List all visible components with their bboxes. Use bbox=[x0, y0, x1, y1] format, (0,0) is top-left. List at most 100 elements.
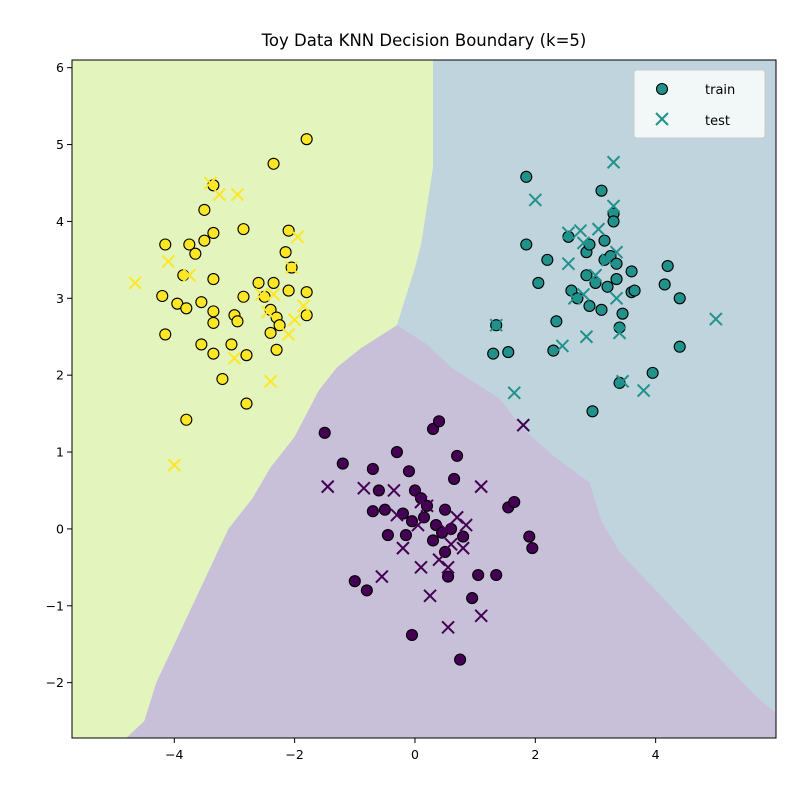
legend-test-marker bbox=[655, 112, 669, 126]
legend-train-marker bbox=[655, 82, 669, 96]
train-point bbox=[198, 234, 211, 247]
train-point bbox=[183, 238, 196, 251]
train-point bbox=[366, 505, 379, 518]
train-point bbox=[595, 184, 608, 197]
test-point bbox=[161, 254, 175, 269]
train-point bbox=[198, 203, 211, 216]
legend-frame bbox=[633, 69, 766, 139]
legend-train-label: train bbox=[705, 83, 735, 98]
train-point bbox=[571, 292, 584, 305]
test-point bbox=[423, 589, 437, 603]
train-point bbox=[207, 305, 220, 318]
train-point bbox=[237, 223, 250, 236]
test-point bbox=[260, 305, 275, 319]
train-point bbox=[610, 273, 623, 286]
test-point bbox=[441, 620, 455, 635]
test-point bbox=[411, 518, 425, 532]
test-point bbox=[588, 268, 603, 282]
train-point bbox=[439, 545, 452, 559]
test-point bbox=[203, 176, 218, 190]
y-tick-label: 3 bbox=[56, 291, 64, 306]
test-point bbox=[459, 518, 473, 532]
test-point bbox=[212, 187, 227, 202]
train-point bbox=[207, 347, 220, 360]
y-tick-label: −1 bbox=[46, 598, 64, 613]
train-point bbox=[207, 226, 220, 240]
train-point bbox=[439, 503, 452, 516]
train-point bbox=[240, 349, 253, 362]
legend: train test bbox=[633, 69, 766, 139]
train-point bbox=[616, 307, 629, 320]
train-point bbox=[601, 280, 614, 293]
train-point bbox=[526, 542, 539, 555]
train-point bbox=[405, 515, 419, 528]
test-point bbox=[420, 499, 434, 513]
train-point bbox=[550, 315, 563, 328]
train-point bbox=[502, 346, 515, 359]
test-point bbox=[600, 253, 615, 267]
train-point bbox=[532, 276, 545, 289]
train-point bbox=[177, 269, 190, 282]
test-point bbox=[456, 541, 470, 555]
x-tick-label: −4 bbox=[165, 747, 183, 762]
train-point bbox=[508, 495, 521, 509]
train-point bbox=[270, 343, 283, 356]
train-point bbox=[562, 230, 575, 243]
train-point bbox=[360, 584, 373, 597]
train-point bbox=[490, 568, 503, 582]
train-point bbox=[372, 484, 385, 497]
train-point bbox=[658, 278, 671, 291]
y-tick-label: 1 bbox=[56, 445, 64, 460]
test-point bbox=[281, 327, 296, 342]
train-point bbox=[216, 372, 229, 386]
train-point bbox=[264, 326, 277, 339]
train-point bbox=[159, 328, 172, 341]
test-point bbox=[561, 226, 576, 240]
train-point bbox=[267, 276, 280, 289]
test-point bbox=[254, 287, 269, 302]
train-point bbox=[646, 366, 659, 379]
y-tick-label: 4 bbox=[56, 214, 64, 229]
train-point bbox=[595, 303, 608, 316]
test-point bbox=[606, 199, 621, 213]
train-point bbox=[279, 246, 292, 259]
test-point bbox=[528, 193, 543, 207]
test-point bbox=[230, 187, 245, 202]
train-point bbox=[589, 276, 602, 289]
test-point bbox=[489, 318, 503, 332]
region-class-2 bbox=[72, 60, 433, 738]
train-point bbox=[378, 503, 391, 516]
test-point bbox=[390, 508, 404, 522]
test-point bbox=[606, 155, 621, 169]
test-point bbox=[167, 458, 181, 472]
test-point bbox=[567, 291, 582, 306]
y-tick-label: 2 bbox=[56, 368, 64, 383]
train-point bbox=[466, 592, 479, 605]
train-point bbox=[520, 238, 533, 251]
train-point bbox=[402, 465, 416, 478]
y-tick-label: 5 bbox=[56, 137, 64, 152]
test-point bbox=[507, 386, 521, 400]
test-point bbox=[474, 609, 488, 623]
test-point bbox=[414, 560, 428, 575]
x-tick-label: 0 bbox=[411, 747, 419, 762]
test-point bbox=[576, 236, 591, 250]
train-point bbox=[583, 299, 596, 313]
train-point bbox=[240, 397, 253, 410]
train-point bbox=[252, 276, 265, 289]
train-point bbox=[541, 253, 554, 266]
train-point bbox=[180, 413, 193, 426]
test-point bbox=[263, 374, 278, 389]
train-point bbox=[586, 405, 599, 418]
train-point bbox=[457, 530, 470, 543]
test-point bbox=[290, 230, 305, 244]
train-point bbox=[348, 575, 361, 588]
plot-frame bbox=[71, 59, 777, 739]
train-point bbox=[451, 449, 464, 462]
test-point bbox=[438, 522, 452, 536]
train-point bbox=[426, 534, 440, 547]
decision-regions bbox=[72, 60, 776, 738]
test-point bbox=[591, 222, 606, 236]
test-point bbox=[387, 483, 401, 498]
train-point bbox=[399, 529, 412, 542]
